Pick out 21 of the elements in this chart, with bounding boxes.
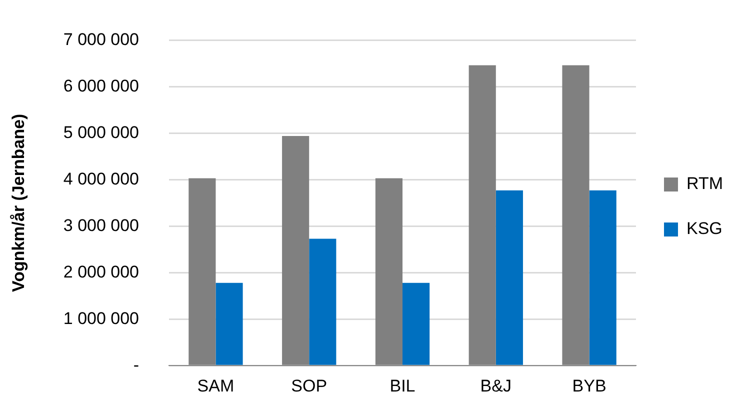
- bar: [589, 190, 616, 365]
- y-tick-label: 3 000 000: [63, 216, 140, 235]
- y-tick-label: 2 000 000: [63, 262, 140, 282]
- y-axis-title: Vognkm/år (Jernbane): [8, 114, 28, 292]
- bar: [402, 282, 430, 365]
- legend-label: RTM: [686, 174, 723, 194]
- y-tick-label: 5 000 000: [63, 122, 140, 142]
- x-tick-label: BIL: [390, 376, 416, 396]
- x-tick-label: B&J: [480, 376, 512, 396]
- bar: [309, 238, 336, 365]
- bar: [496, 190, 523, 365]
- y-tick-label: 4 000 000: [63, 169, 140, 188]
- y-tick-label: 1 000 000: [63, 308, 140, 328]
- x-tick-label: BYB: [572, 376, 606, 396]
- x-tick-label: SAM: [197, 376, 234, 396]
- bar: [216, 282, 243, 365]
- y-tick-label: 7 000 000: [63, 30, 140, 49]
- y-tick-label: 6 000 000: [63, 76, 140, 96]
- legend-label: KSG: [686, 219, 722, 238]
- x-tick-label: SOP: [291, 376, 328, 396]
- y-tick-label: -: [133, 355, 140, 374]
